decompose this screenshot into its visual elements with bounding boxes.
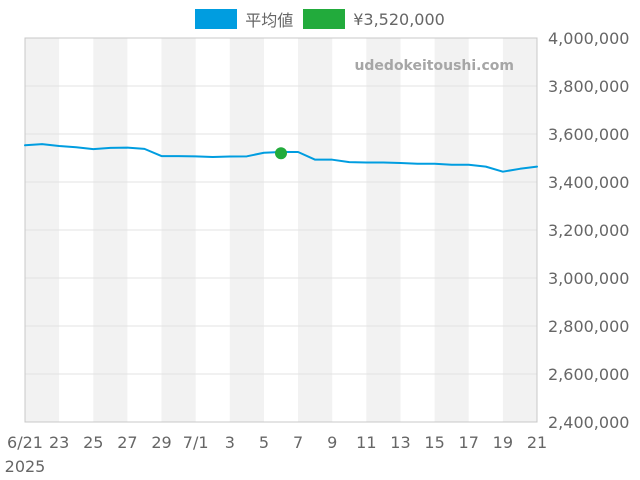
legend-item-average[interactable]: 平均値 [195,7,293,31]
y-axis-ticks: 2,400,000 2,600,000 2,800,000 3,000,000 3,20… [548,29,629,432]
legend-label-average: 平均値 [245,11,294,30]
x-tick-label: 17 [459,433,479,452]
legend-swatch-price [303,9,346,29]
series-layer [24,143,538,173]
x-tick-label: 9 [327,433,337,452]
y-tick-label: 3,800,000 [548,77,629,96]
legend: 平均値 ¥3,520,000 [0,7,640,31]
x-tick-label: 27 [117,433,137,452]
x-tick-label: 7/1 [183,433,209,452]
x-tick-label: 25 [83,433,103,452]
legend-item-price[interactable]: ¥3,520,000 [303,9,445,29]
x-tick-label: 29 [151,433,171,452]
y-tick-label: 3,200,000 [548,221,629,240]
x-tick-label: 5 [259,433,269,452]
x-tick-label: 6/21 [7,433,43,452]
price-marker [275,147,287,160]
legend-label-price: ¥3,520,000 [353,9,445,29]
y-tick-label: 2,400,000 [548,413,629,432]
y-tick-label: 3,400,000 [548,173,629,192]
y-tick-label: 3,600,000 [548,125,629,144]
x-tick-label: 3 [225,433,235,452]
x-tick-label: 19 [493,433,513,452]
legend-swatch-average [195,9,238,29]
x-tick-label: 13 [390,433,410,452]
y-tick-label: 4,000,000 [548,29,629,48]
y-tick-label: 2,800,000 [548,317,629,336]
x-tick-sublabel: 2025 [5,457,46,476]
watermark: udedokeitoushi.com [354,58,514,74]
x-tick-label: 23 [49,433,69,452]
x-tick-label: 7 [293,433,303,452]
plot-frame [24,37,538,423]
y-tick-label: 2,600,000 [548,365,629,384]
y-tick-label: 3,000,000 [548,269,629,288]
x-tick-label: 11 [356,433,376,452]
x-tick-label: 21 [527,433,547,452]
x-tick-label: 15 [424,433,444,452]
